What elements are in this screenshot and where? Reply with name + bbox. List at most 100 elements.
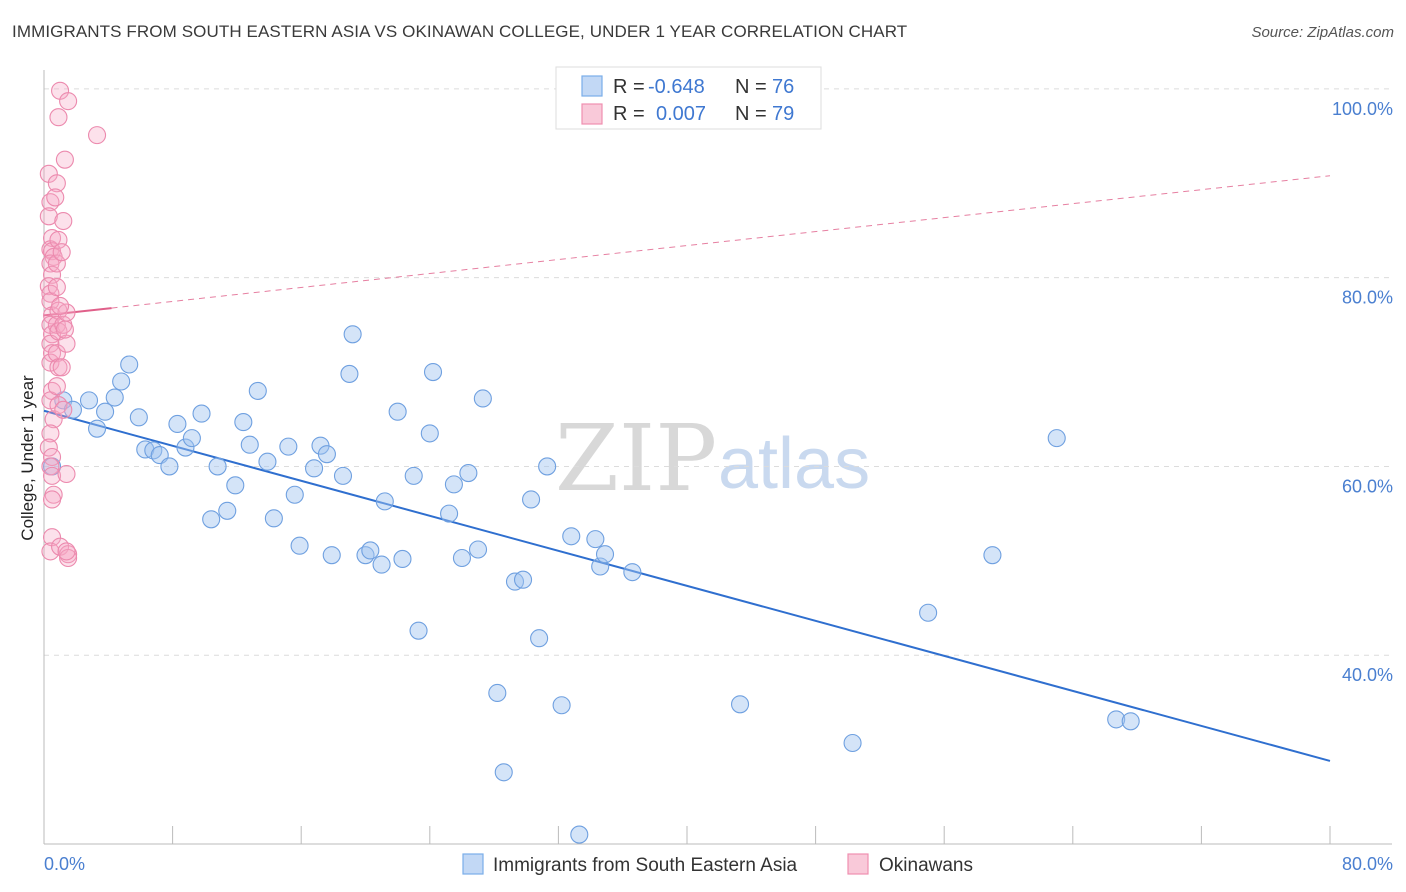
point-okinawans bbox=[42, 466, 62, 485]
legend-r-value-2: 0.007 bbox=[656, 103, 706, 125]
point-immigrants bbox=[160, 457, 179, 476]
point-immigrants bbox=[562, 527, 581, 546]
point-immigrants bbox=[285, 485, 304, 504]
point-immigrants bbox=[87, 419, 107, 438]
point-immigrants bbox=[1107, 710, 1126, 729]
point-immigrants bbox=[494, 763, 513, 782]
legend-n-label-1: N = bbox=[735, 76, 767, 98]
point-immigrants bbox=[586, 530, 605, 549]
point-immigrants bbox=[388, 402, 407, 421]
series-legend: Immigrants from South Eastern Asia Okina… bbox=[462, 853, 973, 876]
legend-n-value-1: 76 bbox=[772, 76, 794, 98]
point-okinawans bbox=[54, 211, 73, 231]
point-okinawans bbox=[42, 447, 62, 467]
point-immigrants bbox=[1121, 712, 1140, 731]
data-points bbox=[39, 81, 1140, 844]
point-immigrants bbox=[423, 362, 443, 382]
point-immigrants bbox=[530, 629, 549, 648]
point-immigrants bbox=[264, 509, 283, 528]
x-tick-label: 0.0% bbox=[44, 854, 85, 874]
y-tick-labels: 100.0% 80.0% 60.0% 40.0% bbox=[1332, 99, 1393, 685]
point-okinawans bbox=[41, 284, 60, 303]
trend-line-okinawans-dashed bbox=[111, 175, 1331, 309]
point-immigrants bbox=[444, 475, 463, 494]
point-immigrants bbox=[409, 621, 428, 640]
point-immigrants bbox=[843, 733, 862, 753]
point-immigrants bbox=[361, 541, 380, 560]
point-immigrants bbox=[202, 510, 221, 529]
point-immigrants bbox=[240, 435, 259, 454]
point-okinawans bbox=[59, 545, 78, 564]
point-immigrants bbox=[234, 413, 253, 432]
point-okinawans bbox=[41, 457, 60, 476]
point-immigrants bbox=[488, 683, 507, 703]
point-okinawans bbox=[54, 400, 73, 419]
x-tick-label: 80.0% bbox=[1342, 854, 1393, 874]
point-okinawans bbox=[47, 344, 66, 363]
point-okinawans bbox=[57, 464, 76, 484]
bottom-legend-label-pink: Okinawans bbox=[879, 855, 973, 876]
point-okinawans bbox=[59, 548, 78, 568]
point-okinawans bbox=[42, 228, 62, 248]
point-immigrants bbox=[375, 492, 394, 511]
trend-line-immigrants bbox=[43, 409, 1331, 762]
point-immigrants bbox=[79, 391, 99, 410]
point-immigrants bbox=[393, 549, 412, 568]
point-immigrants bbox=[473, 389, 492, 408]
point-immigrants bbox=[623, 563, 642, 582]
legend-r-label-2: R = bbox=[613, 103, 645, 125]
point-okinawans bbox=[51, 296, 70, 316]
point-immigrants bbox=[513, 570, 533, 589]
grid-lines bbox=[44, 88, 1392, 656]
point-okinawans bbox=[52, 358, 71, 377]
point-immigrants bbox=[595, 545, 615, 564]
point-immigrants bbox=[322, 546, 341, 565]
x-tick-labels: 0.0% 80.0% bbox=[44, 854, 1393, 874]
point-immigrants bbox=[459, 463, 478, 483]
point-immigrants bbox=[105, 388, 124, 407]
point-immigrants bbox=[176, 438, 195, 457]
point-okinawans bbox=[59, 92, 78, 111]
point-immigrants bbox=[192, 404, 211, 423]
point-okinawans bbox=[87, 126, 107, 145]
point-okinawans bbox=[47, 377, 66, 396]
point-immigrants bbox=[983, 546, 1002, 565]
point-immigrants bbox=[208, 457, 227, 476]
point-okinawans bbox=[47, 174, 66, 193]
legend-n-label-2: N = bbox=[735, 103, 767, 125]
chart-title: IMMIGRANTS FROM SOUTH EASTERN ASIA VS OK… bbox=[12, 22, 908, 41]
point-okinawans bbox=[41, 254, 60, 273]
point-immigrants bbox=[182, 429, 201, 448]
point-okinawans bbox=[57, 542, 76, 561]
point-immigrants bbox=[290, 536, 309, 555]
bottom-legend-label-blue: Immigrants from South Eastern Asia bbox=[493, 855, 798, 876]
point-okinawans bbox=[52, 243, 71, 262]
point-okinawans bbox=[41, 424, 60, 443]
bottom-legend-swatch-blue bbox=[462, 853, 484, 875]
point-immigrants bbox=[279, 437, 298, 456]
point-immigrants bbox=[730, 695, 750, 714]
point-immigrants bbox=[452, 548, 472, 568]
point-immigrants bbox=[522, 490, 541, 509]
point-okinawans bbox=[57, 334, 76, 353]
point-immigrants bbox=[343, 325, 362, 344]
point-immigrants bbox=[112, 372, 131, 391]
point-immigrants bbox=[317, 445, 336, 464]
point-immigrants bbox=[305, 459, 324, 478]
point-immigrants bbox=[372, 555, 391, 574]
point-immigrants bbox=[63, 400, 82, 419]
point-immigrants bbox=[226, 476, 245, 495]
point-okinawans bbox=[42, 490, 62, 509]
y-axis-title: College, Under 1 year bbox=[18, 375, 37, 541]
point-immigrants bbox=[120, 355, 139, 374]
point-immigrants bbox=[919, 603, 938, 622]
point-okinawans bbox=[46, 188, 65, 207]
y-tick-label: 80.0% bbox=[1342, 288, 1393, 308]
y-tick-label: 60.0% bbox=[1342, 476, 1393, 496]
point-okinawans bbox=[47, 278, 66, 297]
point-okinawans bbox=[44, 410, 63, 429]
point-okinawans bbox=[49, 108, 68, 127]
point-immigrants bbox=[552, 696, 571, 715]
point-immigrants bbox=[129, 408, 148, 427]
